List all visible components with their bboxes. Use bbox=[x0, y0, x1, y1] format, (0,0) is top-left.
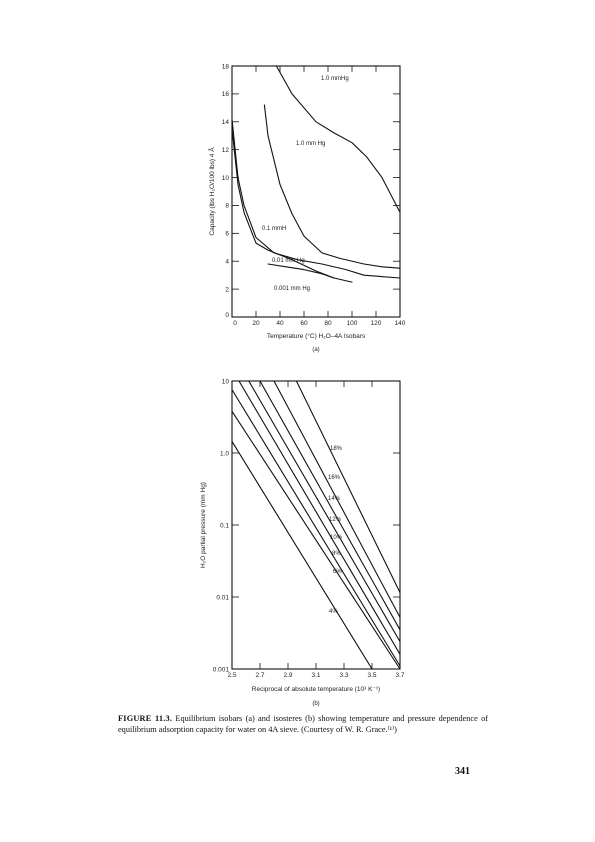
x-tick-label: 3.7 bbox=[395, 672, 404, 679]
panel-label: (a) bbox=[312, 347, 319, 353]
x-axis-label: Reciprocal of absolute temperature (10³ … bbox=[252, 686, 380, 693]
series-line-2 bbox=[259, 380, 401, 631]
series-line-4 bbox=[238, 380, 401, 655]
x-tick-label: 60 bbox=[300, 320, 308, 327]
y-tick-label: 0.01 bbox=[216, 594, 229, 601]
x-tick-label: 100 bbox=[347, 320, 358, 327]
series-label: 0.1 mmH bbox=[262, 226, 286, 232]
y-tick-label: 12 bbox=[222, 147, 230, 154]
series-label: 6% bbox=[333, 569, 342, 575]
series-line-1 bbox=[273, 380, 401, 618]
series-label: 1.0 mm Hg bbox=[296, 141, 325, 147]
series-label: 8% bbox=[332, 551, 341, 557]
y-tick-label: 6 bbox=[225, 231, 229, 238]
y-tick-label: 0.1 bbox=[220, 522, 229, 529]
series-line-6 bbox=[231, 410, 401, 670]
series-label: 12% bbox=[329, 517, 342, 523]
chart-panel-b: 2.5 2.7 2.9 3.1 3.3 3.5 3.7 0.001 0.01 0.1 1.0 10 18… bbox=[200, 378, 405, 707]
series-label: 1.0 mmHg bbox=[321, 76, 349, 82]
caption-text: Equilibrium isobars (a) and isosteres (b… bbox=[118, 714, 488, 735]
y-axis-label: H₂O partial pressure (mm Hg) bbox=[200, 482, 207, 568]
figure-caption: FIGURE 11.3. Equilibrium isobars (a) and… bbox=[118, 713, 488, 736]
x-tick-label: 80 bbox=[324, 320, 332, 327]
series-line-0 bbox=[275, 65, 401, 213]
series-label: 0.001 mm Hg bbox=[274, 286, 310, 292]
y-axis-label: Capacity (lbs H₂O/100 lbs) 4 Å bbox=[207, 147, 216, 236]
series-label: 4% bbox=[329, 609, 338, 615]
y-tick-label: 0.001 bbox=[213, 666, 230, 673]
panel-label: (b) bbox=[312, 701, 319, 707]
y-tick-label: 18 bbox=[222, 63, 230, 70]
y-tick-label: 10 bbox=[222, 378, 230, 385]
x-tick-label: 3.1 bbox=[311, 672, 320, 679]
series-line-5 bbox=[231, 389, 401, 667]
x-tick-label: 120 bbox=[371, 320, 382, 327]
y-tick-label: 4 bbox=[225, 259, 229, 266]
series-label: 18% bbox=[330, 446, 343, 452]
x-tick-label: 140 bbox=[395, 320, 406, 327]
x-tick-label: 3.5 bbox=[367, 672, 376, 679]
x-tick-label: 2.9 bbox=[283, 672, 292, 679]
y-tick-label: 14 bbox=[222, 119, 230, 126]
y-tick-label: 0 bbox=[225, 312, 229, 319]
y-tick-label: 8 bbox=[225, 203, 229, 210]
page-number: 341 bbox=[455, 766, 470, 777]
series-label: 0.01 mm Hg bbox=[272, 258, 305, 264]
series-line-2 bbox=[231, 118, 401, 279]
plot-frame bbox=[231, 380, 401, 670]
x-tick-label: 40 bbox=[276, 320, 284, 327]
x-tick-label: 2.7 bbox=[255, 672, 264, 679]
y-tick-label: 1.0 bbox=[220, 450, 229, 457]
x-tick-label: 20 bbox=[252, 320, 260, 327]
series-line-1 bbox=[263, 104, 401, 269]
x-tick-label: 2.5 bbox=[227, 672, 236, 679]
series-label: 10% bbox=[330, 535, 343, 541]
series-line-4 bbox=[267, 263, 335, 279]
y-tick-label: 10 bbox=[222, 175, 230, 182]
caption-label: FIGURE 11.3. bbox=[118, 714, 173, 723]
chart-panel-a: 0 20 40 60 80 100 120 140 0 2 4 6 8 10 12 14 16 18 1.0 mmH… bbox=[207, 63, 406, 353]
y-tick-label: 2 bbox=[225, 286, 229, 293]
x-tick-label: 3.3 bbox=[339, 672, 348, 679]
series-label: 16% bbox=[328, 475, 341, 481]
series-line-0 bbox=[295, 380, 401, 594]
plot-frame bbox=[231, 65, 401, 318]
series-label: 14% bbox=[328, 496, 341, 502]
x-tick-label: 0 bbox=[233, 320, 237, 327]
y-tick-label: 16 bbox=[222, 91, 230, 98]
series-line-7 bbox=[231, 440, 373, 670]
series-line-3 bbox=[248, 380, 401, 643]
x-axis-label: Temperature (°C) H₂O–4A Isobars bbox=[267, 332, 366, 340]
